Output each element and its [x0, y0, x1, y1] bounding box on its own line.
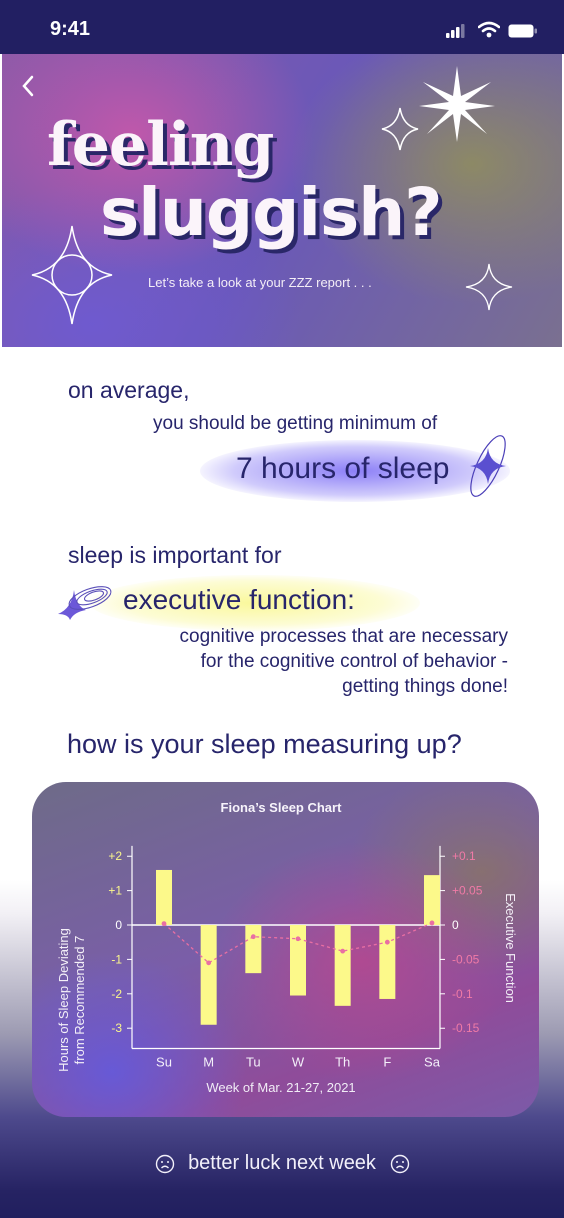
sleep-bar	[245, 925, 262, 974]
hours-of-sleep-label: 7 hours of sleep	[236, 452, 450, 485]
y-tick-label-right: +0.05	[452, 884, 483, 898]
sad-face-icon	[390, 1154, 409, 1173]
battery-icon	[508, 24, 537, 38]
hero-title-line1: feeling	[47, 110, 274, 180]
definition-line: getting things done!	[342, 676, 508, 697]
y-tick-label-left: 0	[115, 918, 122, 932]
x-tick-label: Sa	[424, 1055, 441, 1070]
y-tick-label-left: +2	[108, 849, 122, 863]
should-label: you should be getting minimum of	[153, 413, 438, 434]
exec-function-point	[250, 934, 256, 940]
signal-icon	[446, 24, 465, 38]
definition-line: cognitive processes that are necessary	[179, 626, 508, 647]
orbit-sparkle-icon	[470, 435, 506, 497]
y-tick-label-left: -1	[111, 952, 122, 966]
y-tick-label-left: +1	[108, 884, 122, 898]
comet-icon	[58, 586, 112, 620]
sparkle-small-icon	[465, 263, 513, 311]
y2-axis-label: Executive Function	[503, 893, 518, 1003]
hero-subtitle: Let’s take a look at your ZZZ report . .…	[148, 275, 372, 290]
y-tick-label-right: -0.05	[452, 952, 480, 966]
sleep-chart: Fiona’s Sleep Chart +2 +1 0 -1 -2 -3 +0.1 +0.05…	[56, 800, 518, 1095]
exec-function-point	[206, 960, 212, 966]
y-tick-label-right: -0.15	[452, 1021, 480, 1035]
exec-function-point	[161, 921, 167, 927]
y-tick-label-right: 0	[452, 918, 459, 932]
hero-title-line2: sluggish?	[100, 174, 443, 251]
sleep-bar	[156, 869, 172, 925]
x-tick-label: Tu	[246, 1055, 261, 1070]
average-label: on average,	[68, 377, 190, 403]
sparkle-burst-icon	[419, 66, 495, 142]
y-tick-label-right: +0.1	[452, 849, 476, 863]
x-tick-label: Th	[335, 1055, 350, 1070]
chart-title: Fiona’s Sleep Chart	[221, 800, 343, 815]
y-tick-label-left: -2	[111, 987, 122, 1001]
status-bar: 9:41	[0, 0, 564, 54]
y-tick-label-right: -0.1	[452, 987, 473, 1001]
executive-function-label: executive function:	[123, 584, 355, 615]
sad-face-icon	[155, 1154, 174, 1173]
exec-highlight-glow	[90, 575, 420, 631]
sparkle-icon	[381, 107, 419, 151]
exec-function-point	[384, 939, 390, 945]
sleep-bar	[424, 875, 440, 925]
x-tick-label: W	[292, 1055, 305, 1070]
status-time: 9:41	[50, 18, 91, 40]
sleep-bar	[200, 925, 217, 1025]
x-tick-label: Su	[156, 1055, 172, 1070]
y-tick-label-left: -3	[111, 1021, 122, 1035]
x-tick-label: F	[383, 1055, 391, 1070]
measure-question: how is your sleep measuring up?	[67, 729, 462, 759]
exec-function-point	[295, 936, 301, 942]
y-axis-label-line1: Hours of Sleep Deviating	[56, 928, 71, 1072]
x-axis-label: Week of Mar. 21-27, 2021	[206, 1080, 355, 1095]
sleep-chart-card: Fiona’s Sleep Chart +2 +1 0 -1 -2 -3 +0.1 +0.05…	[32, 782, 539, 1117]
sparkle-outline-icon	[31, 225, 113, 325]
y-axis-label-line2: from Recommended 7	[72, 936, 87, 1065]
definition-line: for the cognitive control of behavior -	[200, 651, 508, 672]
footer-message: better luck next week	[188, 1152, 376, 1175]
footer-message-row: better luck next week	[0, 1152, 564, 1175]
sleep-bar	[290, 925, 306, 996]
wifi-icon	[478, 21, 500, 38]
exec-function-point	[340, 948, 346, 954]
sleep-bar	[334, 925, 351, 1006]
important-label: sleep is important for	[68, 542, 282, 568]
x-tick-label: M	[203, 1055, 214, 1070]
exec-function-point	[429, 920, 435, 926]
hero-banner: feeling sluggish? Let’s take a look at y…	[2, 54, 562, 347]
back-icon[interactable]	[20, 74, 36, 105]
hours-highlight-glow	[200, 440, 510, 502]
sleep-bar	[379, 925, 396, 999]
